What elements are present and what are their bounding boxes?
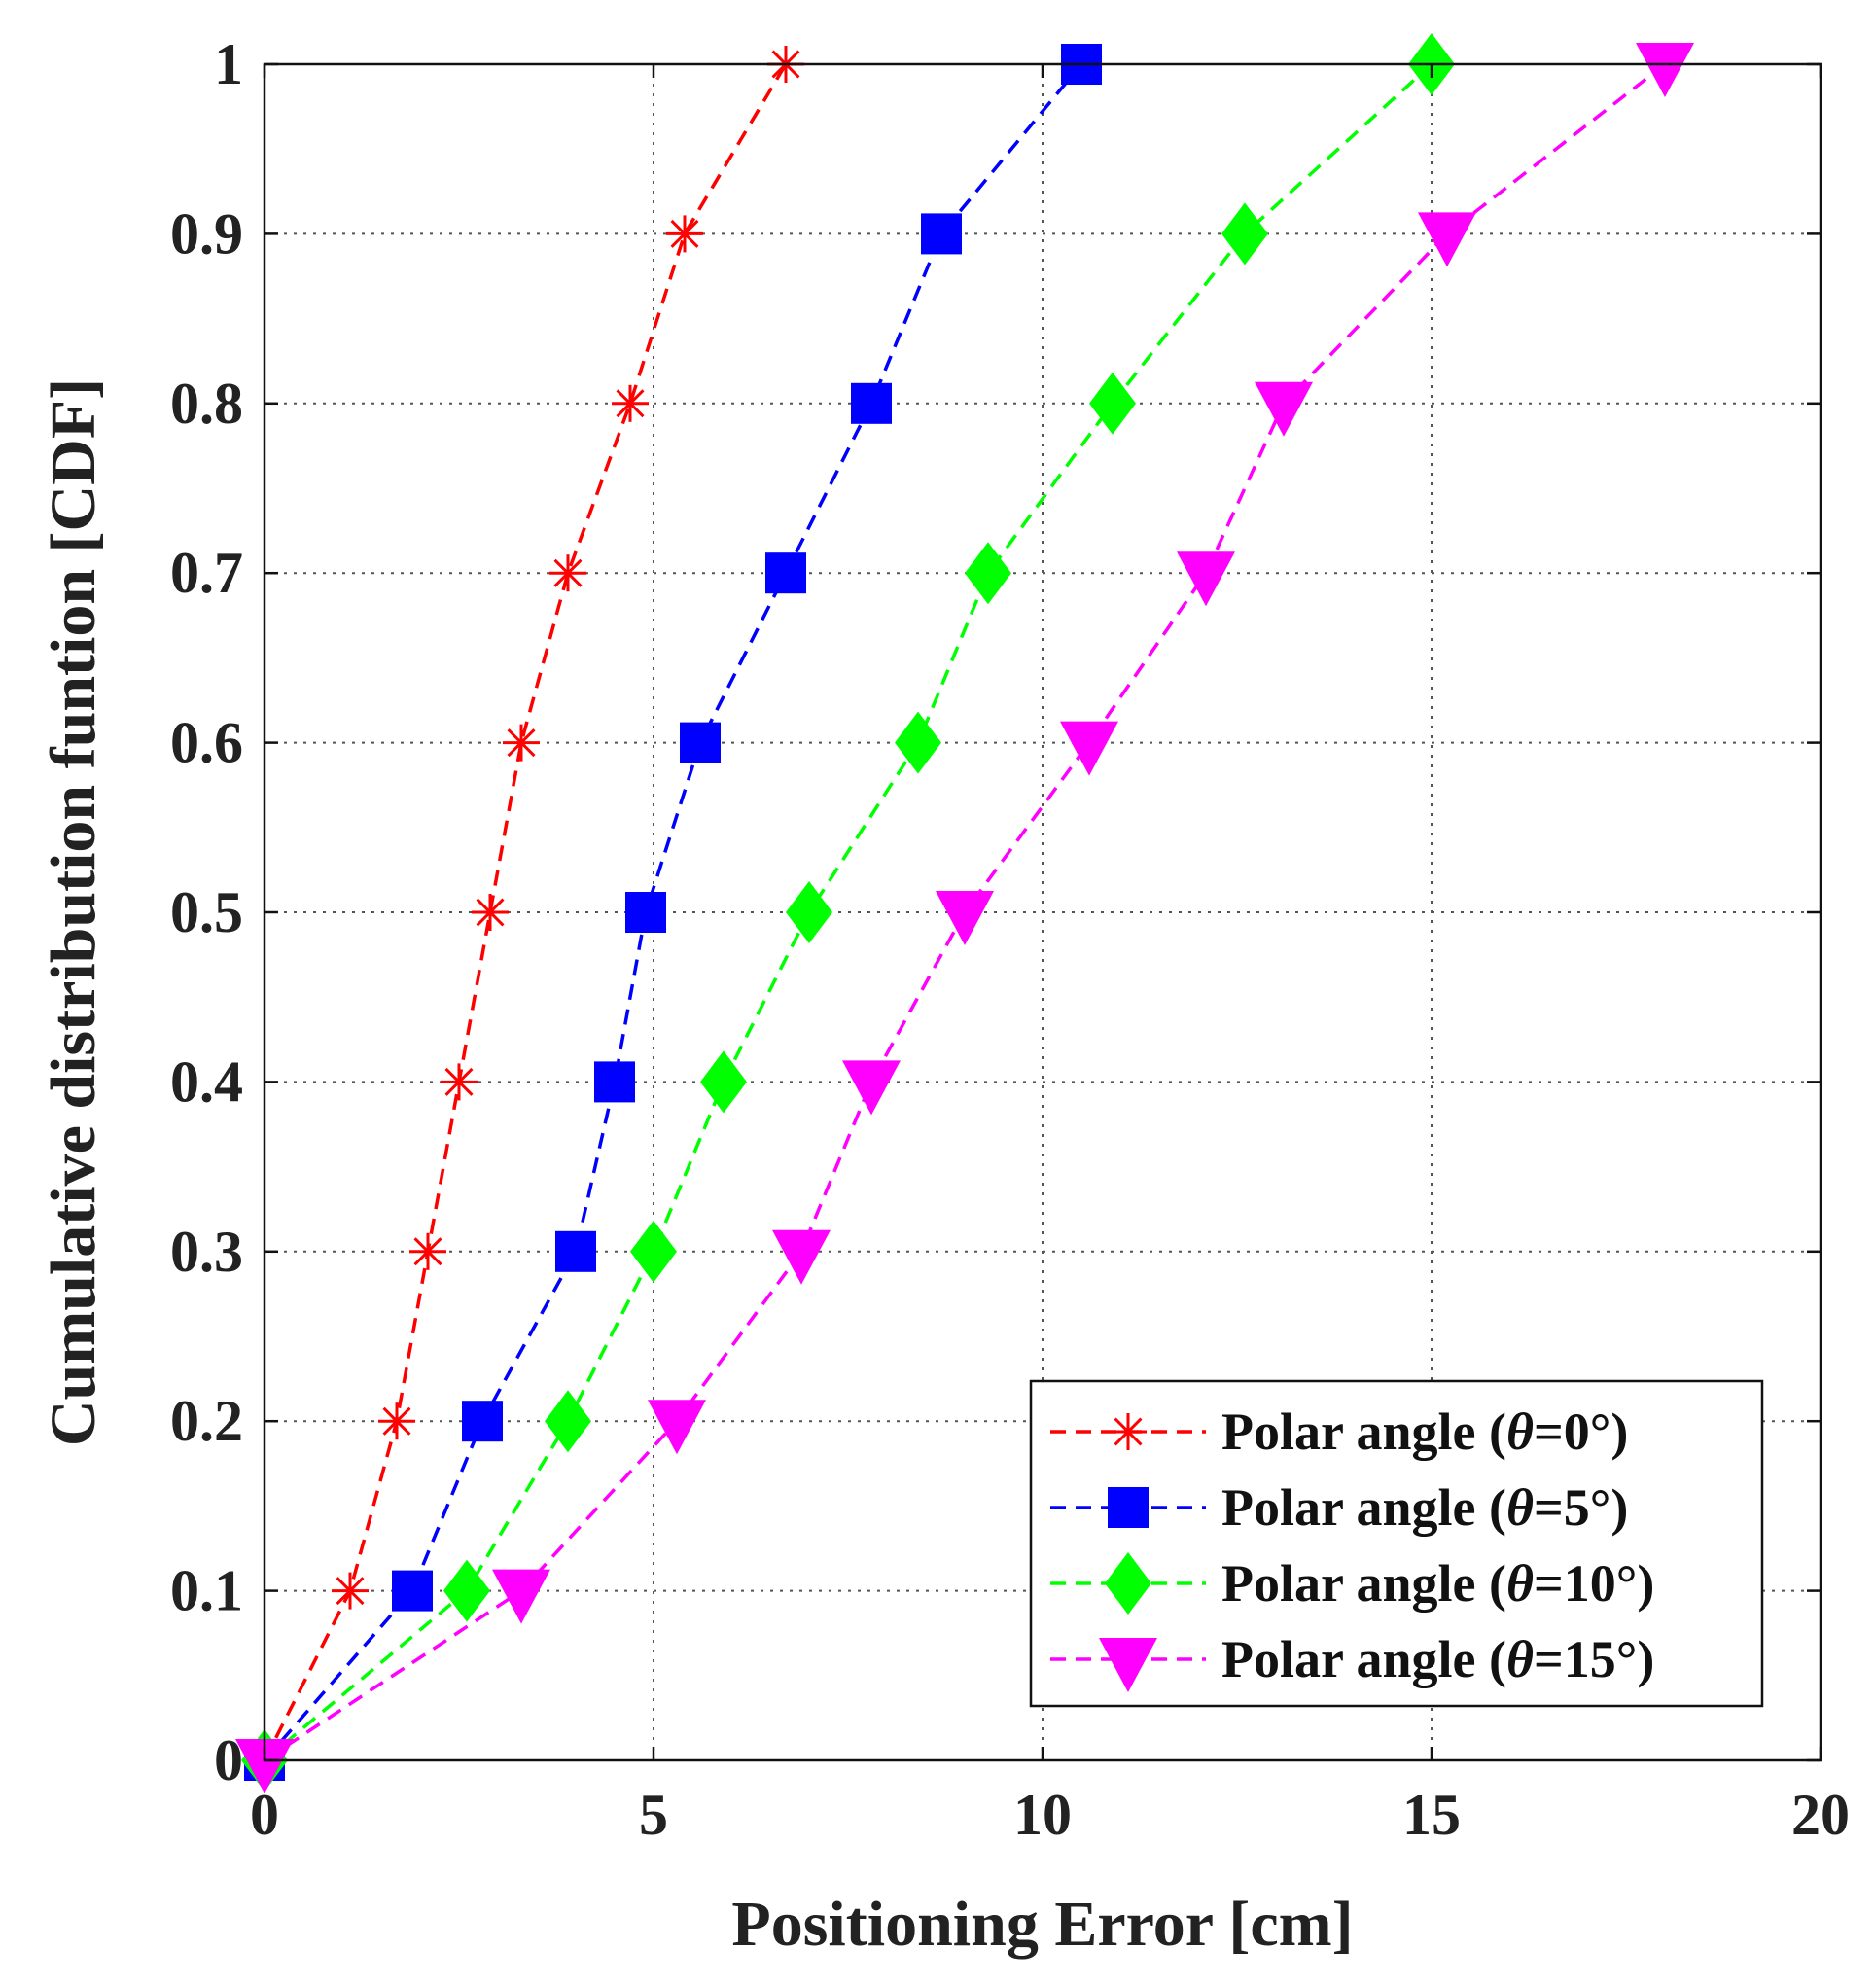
series-3-point [648,1400,706,1455]
series-3-point [235,1739,294,1793]
legend-label-suffix: =5°) [1534,1478,1628,1537]
series-0-point-stroke [413,1237,442,1266]
legend-entry-3: Polar angle (θ=15°) [1050,1630,1654,1692]
series-2-point [630,1220,677,1283]
series-0-point-stroke [670,219,699,248]
legend-label: Polar angle (θ=10°) [1221,1554,1654,1613]
y-tick-label: 0.3 [170,1220,243,1284]
legend-swatch-marker-stroke [1114,1417,1143,1446]
series-3-point [1255,381,1313,437]
series-3-point [1418,212,1476,267]
series-0-point-stroke [444,1067,474,1096]
series-0-point-stroke [382,1406,411,1436]
y-tick-label: 1 [214,32,243,96]
series-1 [244,44,1102,1781]
legend-label-symbol: θ [1506,1554,1534,1613]
series-0-point-stroke [553,558,583,587]
x-tick-label: 10 [1013,1783,1072,1847]
x-tick-label: 5 [639,1783,668,1847]
legend-label-prefix: Polar angle ( [1221,1554,1506,1613]
legend-label-prefix: Polar angle ( [1221,1630,1506,1688]
series-0-point [549,554,586,592]
series-3-point [1636,43,1694,97]
legend-label-symbol: θ [1506,1402,1534,1461]
series-0-point-stroke [616,389,645,418]
series-3-point [772,1229,831,1285]
legend-entry-0: Polar angle (θ=0°) [1050,1402,1628,1461]
legend-box [1029,1379,1764,1708]
y-tick-label: 0 [214,1728,243,1793]
series-1-point [765,552,806,594]
tick-labels: 0 5 10 15 20 0 0.1 0.2 0.3 0.4 0.5 0.6 0.7 0.8 0.9 1 [170,32,1850,1847]
legend-swatch-marker [1108,1487,1149,1528]
legend-swatch-marker [1110,1413,1147,1450]
y-tick-label: 0.9 [170,201,243,266]
series-layer [235,33,1694,1793]
series-1-point [625,892,666,933]
series-2-point [1089,372,1136,435]
y-tick-label: 0.5 [170,880,243,944]
series-2-point [895,711,941,774]
series-3-point [1177,551,1235,607]
series-0-point [612,384,649,422]
series-0-point [441,1063,478,1101]
legend-label-suffix: =0°) [1534,1402,1628,1461]
legend-label: Polar angle (θ=15°) [1221,1630,1654,1688]
legend-entry-1: Polar angle (θ=5°) [1050,1478,1628,1537]
legend: Polar angle (θ=0°)Polar angle (θ=5°)Pola… [1029,1379,1764,1708]
series-3-point [492,1569,550,1624]
x-tick-label: 0 [250,1783,279,1847]
series-0-point [409,1232,446,1270]
series-1-point [921,213,962,255]
legend-label: Polar angle (θ=5°) [1221,1478,1628,1537]
series-2-point [443,1559,490,1622]
series-3-point [1060,721,1118,776]
series-1-point [462,1401,503,1442]
x-tick-label: 20 [1791,1783,1850,1847]
series-1-point [594,1061,635,1103]
series-0-point-stroke [507,728,536,758]
series-0-point [378,1402,415,1440]
x-tick-label: 15 [1402,1783,1461,1847]
y-axis-title: Cumulative distribution funtion [CDF] [38,378,109,1446]
legend-entry-2: Polar angle (θ=10°) [1050,1552,1654,1615]
series-1-point [555,1230,596,1272]
legend-swatch-marker [1099,1638,1157,1692]
series-1-point [851,382,892,424]
series-0-point-stroke [336,1577,365,1606]
series-2-point [545,1390,591,1453]
legend-label-suffix: =15°) [1534,1630,1654,1688]
x-axis-title: Positioning Error [cm] [731,1889,1353,1960]
series-0-point [666,215,703,253]
series-2-point [1221,202,1268,266]
legend-label-suffix: =10°) [1534,1554,1654,1613]
series-3-point [842,1060,901,1116]
legend-label: Polar angle (θ=0°) [1221,1402,1628,1461]
y-tick-label: 0.1 [170,1559,243,1623]
series-1-point [392,1570,433,1612]
series-0-point [472,894,509,931]
legend-label-symbol: θ [1506,1630,1534,1688]
series-1-point [680,722,721,763]
series-2-point [965,542,1011,605]
y-tick-label: 0.2 [170,1389,243,1453]
y-tick-label: 0.4 [170,1049,243,1114]
legend-label-symbol: θ [1506,1478,1534,1537]
series-2-point [786,881,832,943]
y-tick-label: 0.8 [170,372,243,436]
series-0-point-stroke [476,898,505,927]
series-0-line [263,63,788,1761]
y-tick-label: 0.7 [170,541,243,605]
y-tick-label: 0.6 [170,711,243,775]
legend-swatch-marker [1105,1552,1151,1615]
series-2-point [700,1050,747,1114]
series-0-point [503,724,540,762]
legend-label-prefix: Polar angle ( [1221,1478,1506,1537]
series-3 [235,43,1694,1793]
legend-label-prefix: Polar angle ( [1221,1402,1506,1461]
series-0-point [332,1572,369,1610]
series-3-point [936,891,994,945]
